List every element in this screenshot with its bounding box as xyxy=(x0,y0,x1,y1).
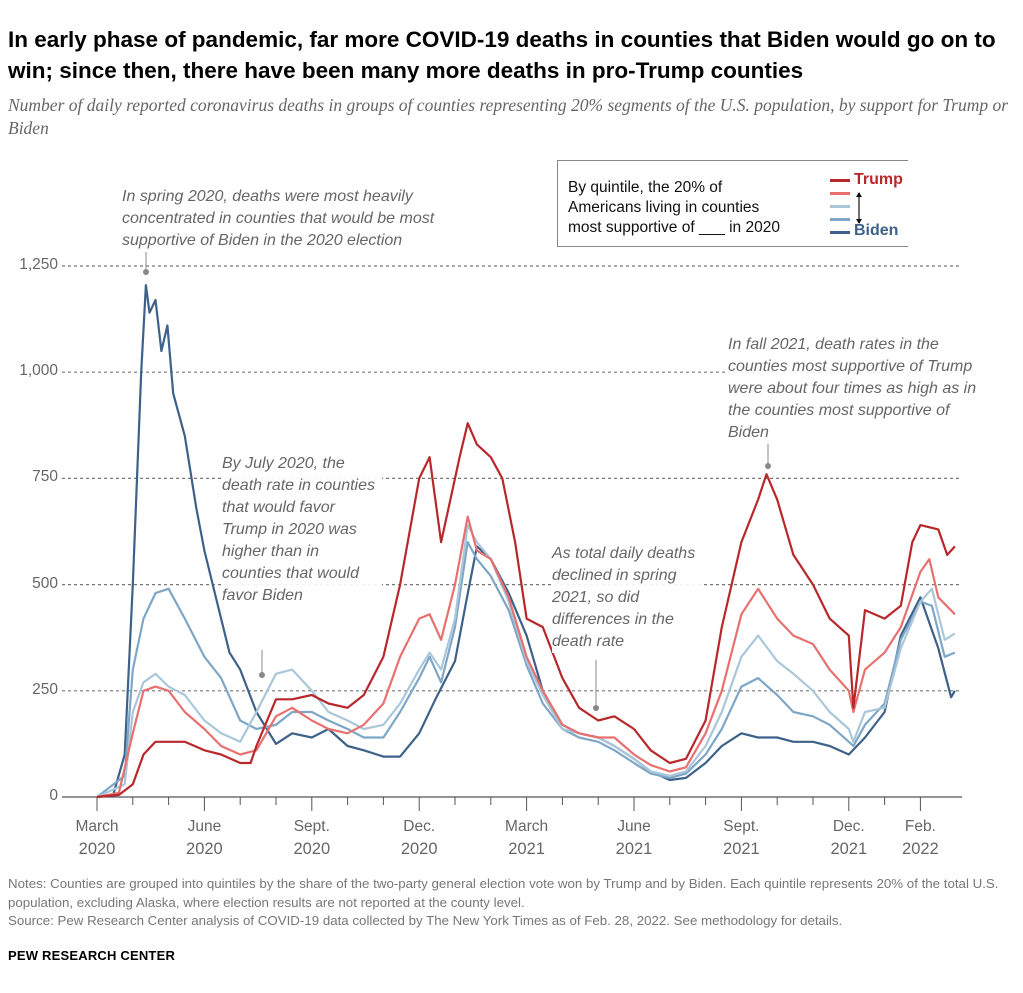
y-tick-label: 1,250 xyxy=(19,256,58,273)
x-tick-year: 2021 xyxy=(615,840,653,858)
annotation-fall-2021: In fall 2021, death rates in the countie… xyxy=(728,334,988,444)
series-biden-quintile-2 xyxy=(96,540,956,798)
x-tick-month: Sept. xyxy=(293,818,330,835)
chart-title: In early phase of pandemic, far more COV… xyxy=(8,27,996,83)
annotation-dot xyxy=(259,672,265,678)
x-tick-label: Dec. 2020 xyxy=(379,815,459,861)
x-tick-label: Sept. 2021 xyxy=(701,815,781,861)
x-tick-month: March xyxy=(75,818,119,835)
annotation-dot xyxy=(765,463,771,469)
y-tick-label: 1,000 xyxy=(19,362,58,380)
annotation-july-2020: By July 2020, the death rate in counties… xyxy=(222,453,382,607)
legend-swatch-middle xyxy=(830,205,850,208)
x-tick-month: June xyxy=(187,818,222,835)
annotation-spring-2020: In spring 2020, deaths were most heavily… xyxy=(122,186,502,252)
y-tick-label: 500 xyxy=(32,574,58,592)
x-tick-year: 2022 xyxy=(902,840,939,858)
x-tick-month: Feb. xyxy=(904,818,936,835)
x-tick-month: Dec. xyxy=(403,818,436,835)
legend-label-trump: Trump xyxy=(854,171,903,188)
x-tick-label: June 2020 xyxy=(164,815,244,861)
x-tick-month: Sept. xyxy=(723,818,760,835)
annotation-dot xyxy=(143,269,149,275)
legend-swatch-trump-1 xyxy=(830,179,850,182)
legend-swatch-trump-2 xyxy=(830,192,850,195)
x-tick-label: June 2021 xyxy=(594,815,674,861)
x-tick-year: 2021 xyxy=(508,840,545,858)
legend-swatch-biden-2 xyxy=(830,218,850,221)
notes-text: Notes: Counties are grouped into quintil… xyxy=(8,876,999,910)
annotation-leaders xyxy=(143,252,771,711)
x-tick-year: 2020 xyxy=(400,840,438,858)
series-trump-quintile-1 xyxy=(96,422,956,799)
x-tick-year: 2020 xyxy=(293,840,331,858)
source-text: Source: Pew Research Center analysis of … xyxy=(8,913,843,928)
gridlines xyxy=(62,265,962,692)
x-tick-label: March 2020 xyxy=(57,815,137,861)
brand-logo-text: PEW RESEARCH CENTER xyxy=(8,948,176,963)
legend: By quintile, the 20% of Americans living… xyxy=(557,160,908,247)
x-tick-year: 2020 xyxy=(78,840,116,858)
x-axis xyxy=(62,796,962,811)
x-tick-month: March xyxy=(505,818,549,835)
up-down-arrow-icon xyxy=(856,192,862,224)
x-tick-label: Dec. 2021 xyxy=(809,815,889,861)
series-lines xyxy=(96,284,956,799)
x-tick-label: Feb. 2022 xyxy=(880,815,960,861)
annotation-dot xyxy=(593,705,599,711)
legend-swatch-biden-1 xyxy=(830,231,850,234)
y-tick-label: 750 xyxy=(32,468,58,486)
x-tick-year: 2020 xyxy=(186,840,223,858)
legend-text: By quintile, the 20% of Americans living… xyxy=(568,179,780,236)
x-tick-year: 2021 xyxy=(830,840,868,858)
x-tick-month: Dec. xyxy=(832,818,865,835)
x-tick-month: June xyxy=(617,818,651,835)
series-biden-quintile-1 xyxy=(96,284,956,799)
series-middle-quintile xyxy=(96,523,956,798)
series-trump-quintile-2 xyxy=(96,515,956,799)
x-tick-label: March 2021 xyxy=(487,815,567,861)
y-tick-label: 250 xyxy=(32,680,58,698)
chart-subtitle: Number of daily reported coronavirus dea… xyxy=(8,95,1009,138)
legend-label-biden: Biden xyxy=(854,222,899,239)
x-tick-label: Sept. 2020 xyxy=(272,815,352,861)
chart-notes: Notes: Counties are grouped into quintil… xyxy=(8,875,1018,931)
x-tick-year: 2021 xyxy=(723,840,760,858)
annotation-spring-2021: As total daily deaths declined in spring… xyxy=(552,543,702,653)
y-tick-label: 0 xyxy=(49,787,58,804)
